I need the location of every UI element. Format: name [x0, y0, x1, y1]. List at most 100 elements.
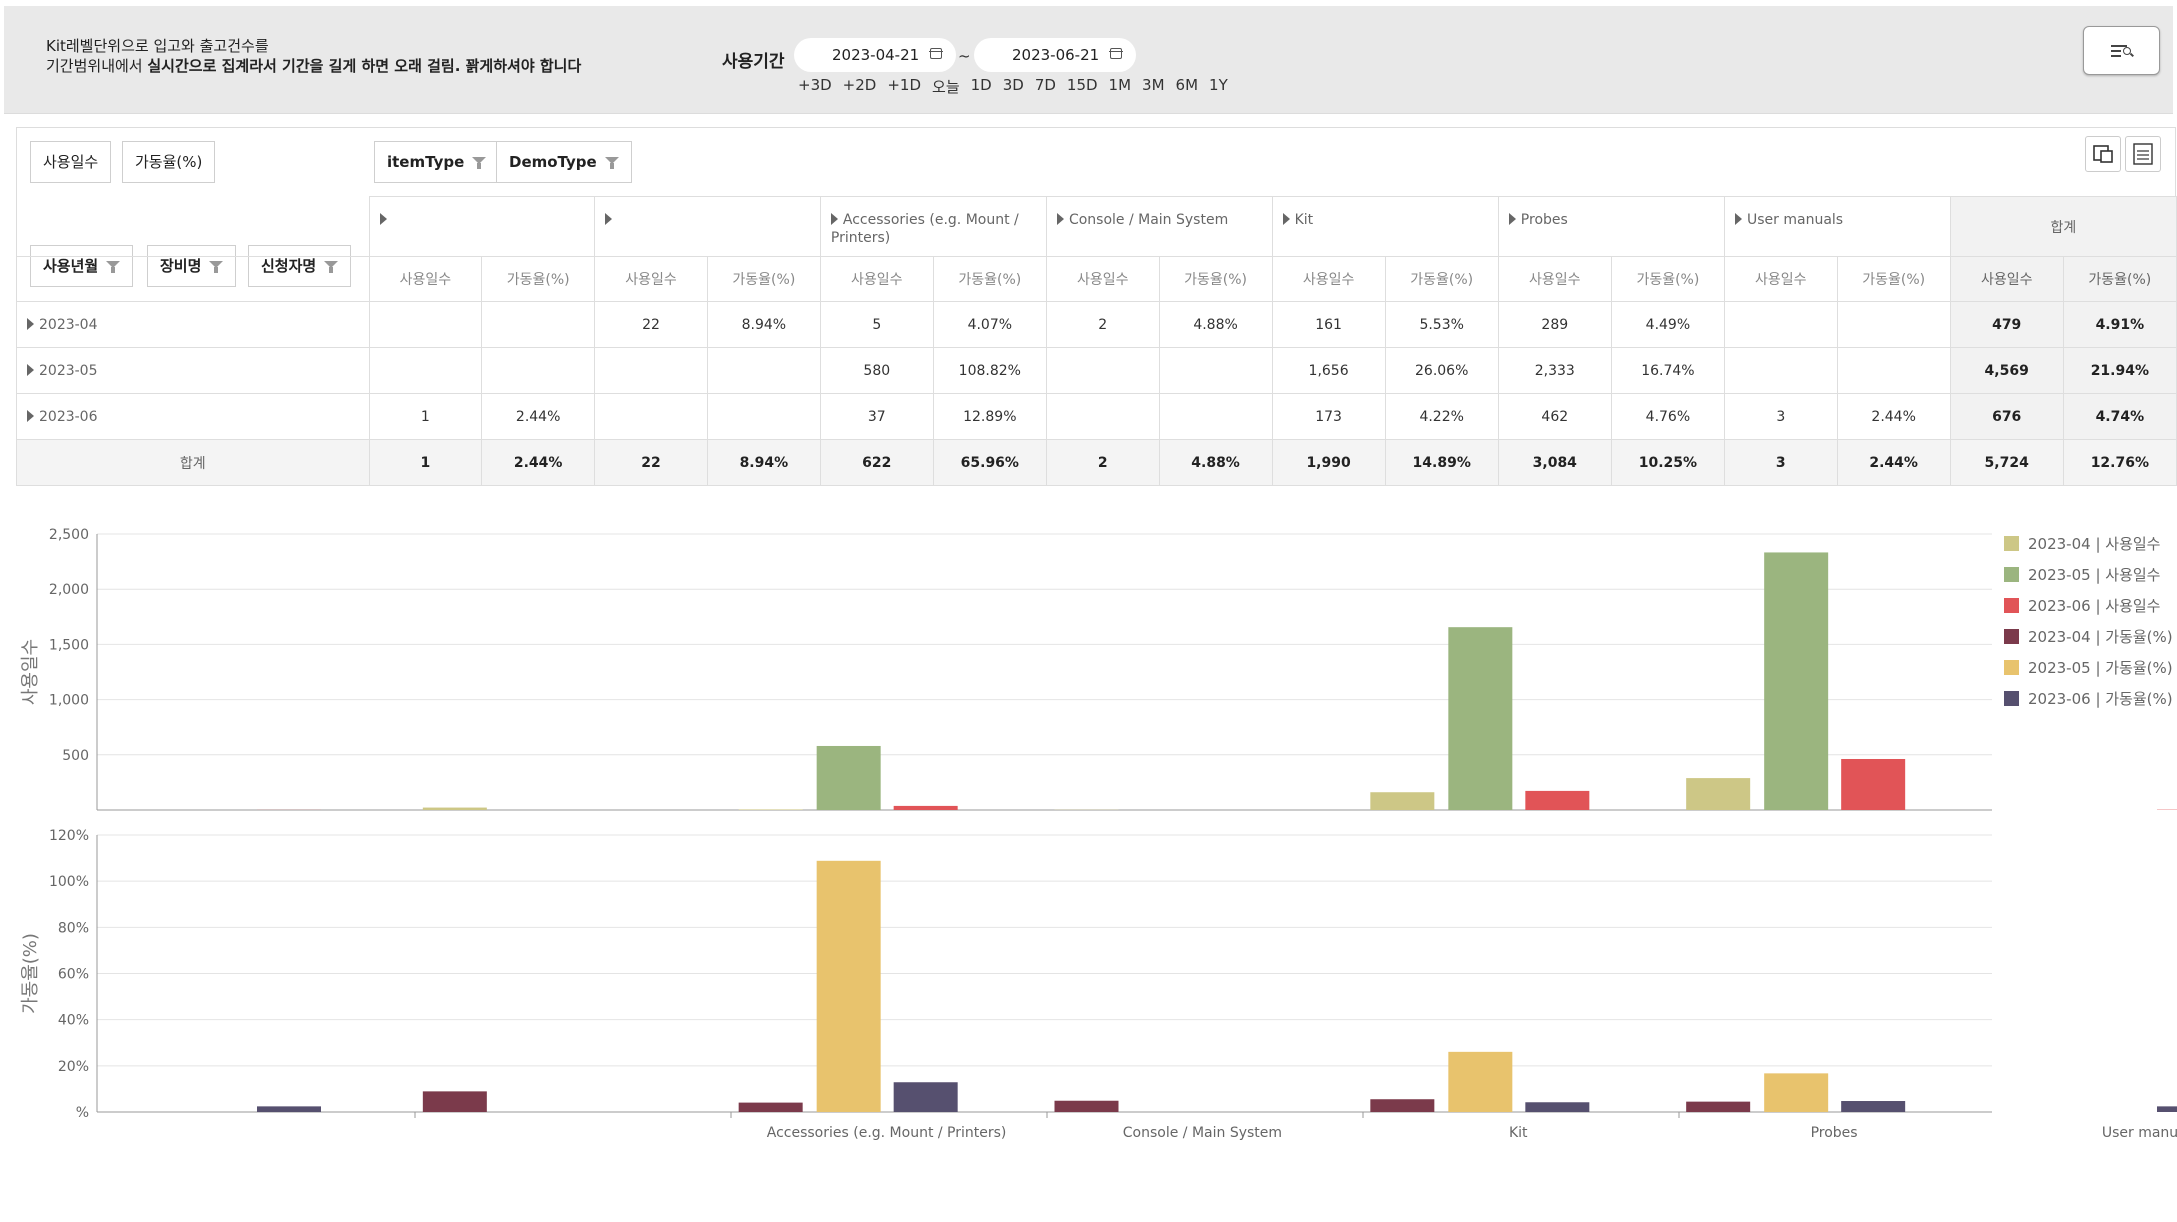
total-cell[interactable]: 3 [1724, 439, 1838, 486]
total-cell[interactable]: 2.44% [481, 439, 596, 486]
data-cell[interactable] [1724, 347, 1838, 394]
filter-icon[interactable] [472, 156, 487, 170]
row-total-cell[interactable]: 4,569 [1949, 347, 2064, 394]
data-cell[interactable] [594, 347, 708, 394]
total-cell[interactable]: 14.89% [1384, 439, 1499, 486]
data-cell[interactable] [1836, 301, 1951, 348]
data-cell[interactable]: 5 [819, 301, 934, 348]
row-total-cell[interactable]: 4.74% [2062, 393, 2177, 440]
total-cell[interactable]: 4.88% [1158, 439, 1273, 486]
calendar-icon[interactable] [1109, 48, 1123, 59]
quick-range-button[interactable]: 15D [1066, 76, 1098, 94]
data-cell[interactable]: 12.89% [932, 393, 1047, 440]
expand-icon[interactable] [605, 213, 613, 225]
total-cell[interactable]: 2 [1045, 439, 1160, 486]
row-total-cell[interactable]: 21.94% [2062, 347, 2177, 394]
data-cell[interactable] [1724, 301, 1838, 348]
data-cell[interactable]: 37 [819, 393, 934, 440]
field-chooser-button[interactable] [2085, 136, 2121, 172]
row-total-cell[interactable]: 676 [1949, 393, 2064, 440]
data-cell[interactable]: 161 [1271, 301, 1386, 348]
data-cell[interactable]: 2.44% [481, 393, 596, 440]
data-cell[interactable]: 289 [1497, 301, 1612, 348]
data-cell[interactable]: 22 [594, 301, 708, 348]
search-menu-button[interactable] [2083, 26, 2160, 75]
quick-range-button[interactable]: 3D [1002, 76, 1024, 94]
data-cell[interactable]: 1 [368, 393, 483, 440]
data-cell[interactable] [1158, 393, 1273, 440]
expand-icon[interactable] [830, 213, 838, 225]
calendar-icon[interactable] [929, 48, 943, 59]
data-cell[interactable]: 3 [1724, 393, 1838, 440]
total-cell[interactable]: 8.94% [706, 439, 821, 486]
data-cell[interactable]: 173 [1271, 393, 1386, 440]
row-header[interactable]: 2023-05 [16, 347, 370, 394]
expand-icon[interactable] [379, 213, 387, 225]
data-cell[interactable]: 108.82% [932, 347, 1047, 394]
quick-range-button[interactable]: +3D [798, 76, 832, 94]
total-cell[interactable]: 12.76% [2062, 439, 2177, 486]
total-cell[interactable]: 65.96% [932, 439, 1047, 486]
data-cell[interactable] [1045, 393, 1160, 440]
column-group-header[interactable] [368, 196, 596, 257]
data-cell[interactable] [368, 347, 483, 394]
data-cell[interactable]: 2.44% [1836, 393, 1951, 440]
total-cell[interactable]: 22 [594, 439, 708, 486]
data-cell[interactable]: 462 [1497, 393, 1612, 440]
data-cell[interactable]: 26.06% [1384, 347, 1499, 394]
data-cell[interactable]: 16.74% [1610, 347, 1726, 394]
data-cell[interactable] [481, 347, 596, 394]
data-cell[interactable] [706, 347, 821, 394]
total-cell[interactable]: 2.44% [1836, 439, 1951, 486]
row-total-cell[interactable]: 4.91% [2062, 301, 2177, 348]
column-group-header[interactable]: Probes [1497, 196, 1726, 257]
quick-range-button[interactable]: 3M [1142, 76, 1165, 94]
expand-icon[interactable] [1735, 213, 1742, 225]
total-cell[interactable]: 622 [819, 439, 934, 486]
quick-range-button[interactable]: +1D [887, 76, 922, 94]
export-xlsx-button[interactable] [2125, 136, 2161, 172]
total-cell[interactable]: 1,990 [1271, 439, 1386, 486]
data-cell[interactable]: 1,656 [1271, 347, 1386, 394]
column-group-header[interactable]: Accessories (e.g. Mount / Printers) [819, 196, 1047, 257]
expand-icon[interactable] [27, 317, 34, 330]
start-date-input[interactable]: 2023-04-21 [794, 38, 956, 72]
expand-icon[interactable] [27, 409, 34, 422]
data-cell[interactable]: 4.88% [1158, 301, 1273, 348]
expand-icon[interactable] [1056, 213, 1064, 225]
total-cell[interactable]: 3,084 [1497, 439, 1612, 486]
data-cell[interactable] [706, 393, 821, 440]
column-chip-demotype[interactable]: DemoType [496, 141, 632, 183]
data-cell[interactable]: 4.22% [1384, 393, 1499, 440]
data-cell[interactable] [1158, 347, 1273, 394]
total-cell[interactable]: 1 [368, 439, 483, 486]
expand-icon[interactable] [27, 363, 34, 376]
column-group-header[interactable] [594, 196, 821, 257]
data-cell[interactable] [1836, 347, 1951, 394]
data-cell[interactable]: 4.49% [1610, 301, 1726, 348]
data-cell[interactable]: 8.94% [706, 301, 821, 348]
data-cell[interactable]: 4.76% [1610, 393, 1726, 440]
row-header[interactable]: 2023-06 [16, 393, 370, 440]
data-cell[interactable] [1045, 347, 1160, 394]
expand-icon[interactable] [1508, 213, 1516, 225]
column-group-header[interactable]: User manuals [1724, 196, 1951, 257]
data-cell[interactable]: 5.53% [1384, 301, 1499, 348]
column-chip-itemtype[interactable]: itemType [374, 141, 500, 183]
value-chip-usage-days[interactable]: 사용일수 [30, 141, 112, 183]
total-cell[interactable]: 10.25% [1610, 439, 1726, 486]
quick-range-button[interactable]: 6M [1175, 76, 1199, 94]
row-total-cell[interactable]: 479 [1949, 301, 2064, 348]
data-cell[interactable]: 580 [819, 347, 934, 394]
data-cell[interactable]: 2,333 [1497, 347, 1612, 394]
quick-range-button[interactable]: 1Y [1209, 76, 1228, 94]
total-cell[interactable]: 5,724 [1949, 439, 2064, 486]
quick-range-button[interactable]: 1M [1108, 76, 1132, 94]
row-header[interactable]: 2023-04 [16, 301, 370, 348]
data-cell[interactable] [368, 301, 483, 348]
column-group-header[interactable]: Console / Main System [1045, 196, 1273, 257]
value-chip-utilization[interactable]: 가동율(%) [122, 141, 216, 183]
quick-range-button[interactable]: 오늘 [932, 78, 960, 96]
data-cell[interactable] [594, 393, 708, 440]
quick-range-button[interactable]: +2D [842, 76, 877, 94]
